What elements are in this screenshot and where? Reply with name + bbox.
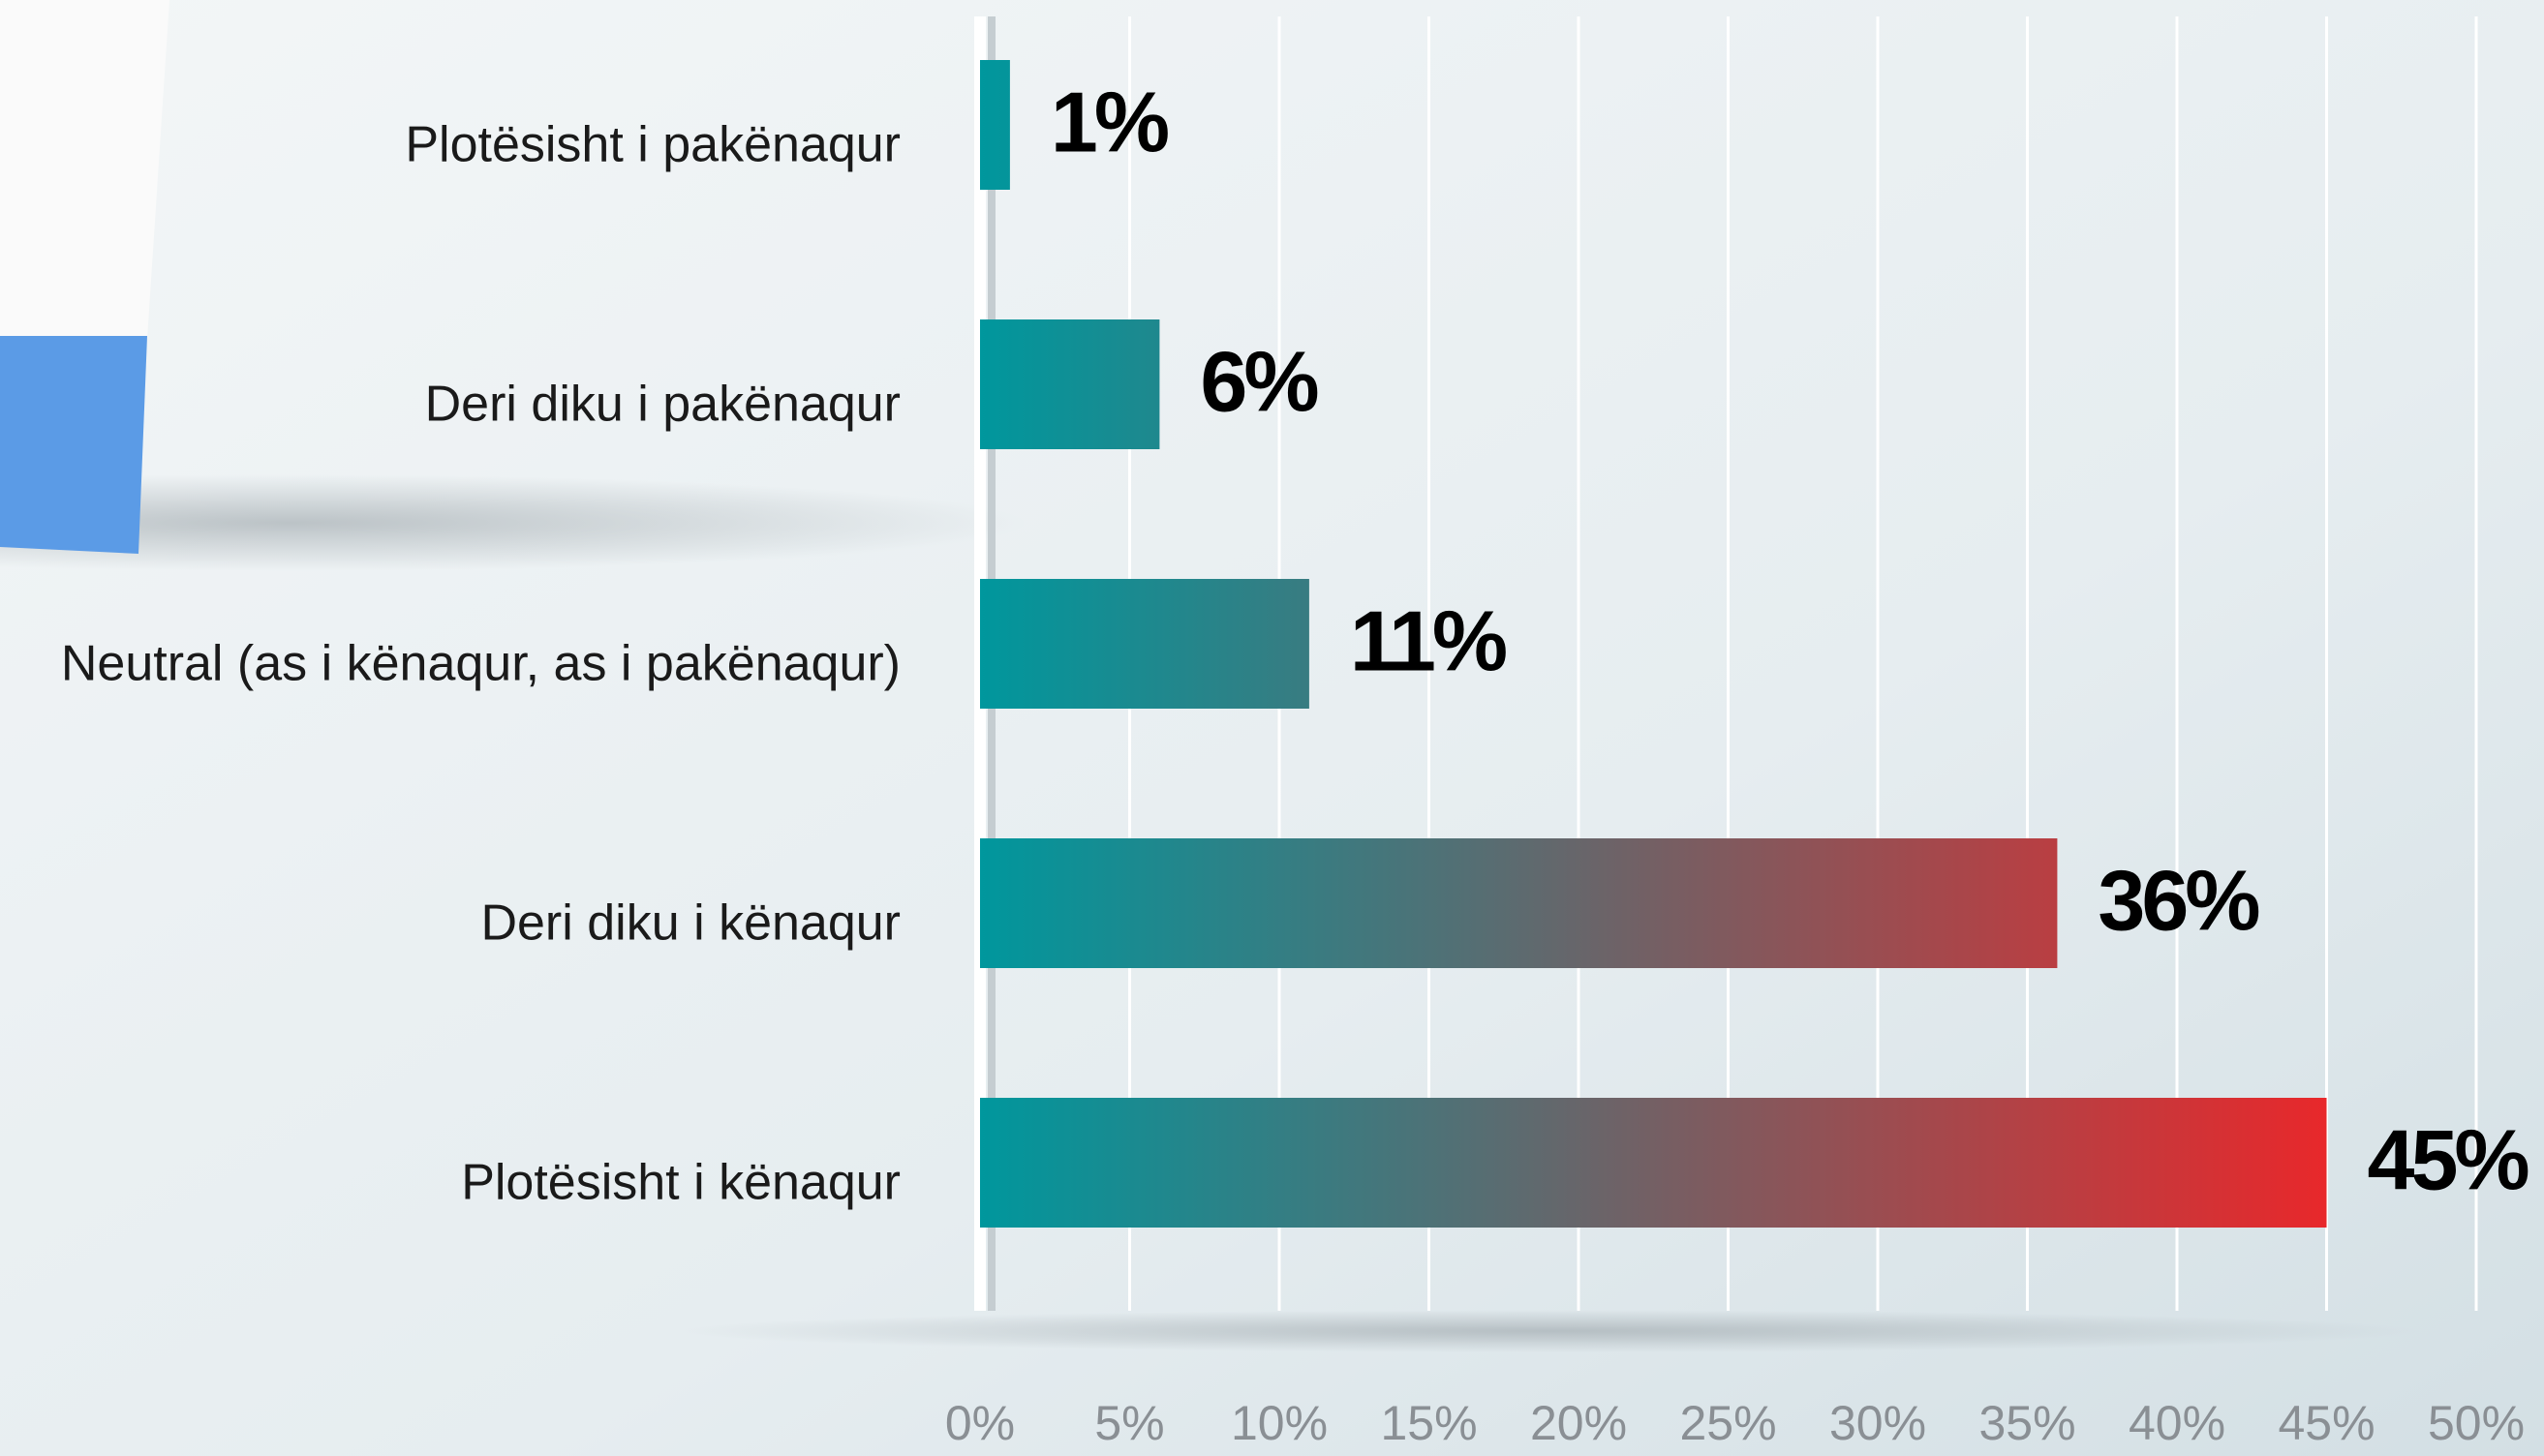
x-tick-label: 5% (1094, 1396, 1164, 1450)
plot: 0% 5% 10% 15% 20% 25% 30% 35% 40% 45% 50% Plotësish… (61, 16, 2531, 1450)
value-label: 11% (1350, 592, 1506, 688)
axis-shadow (678, 1310, 2421, 1352)
value-label: 45% (2368, 1111, 2529, 1207)
value-label: 36% (2098, 852, 2258, 948)
decor-shadow (0, 474, 1027, 571)
y-tick-label: Plotësisht i kënaqur (461, 1155, 901, 1211)
decor-paper (0, 0, 169, 339)
bar (980, 838, 2058, 968)
y-tick-label: Deri diku i kënaqur (480, 895, 901, 952)
decor-blue (0, 336, 147, 554)
x-tick-label: 40% (2129, 1396, 2225, 1450)
x-tick-label: 20% (1530, 1396, 1627, 1450)
x-tick-label: 15% (1380, 1396, 1477, 1450)
x-tick-label: 45% (2278, 1396, 2375, 1450)
bar (980, 1098, 2327, 1228)
x-tick-label: 0% (945, 1396, 1015, 1450)
value-label: 1% (1051, 74, 1168, 169)
bar (980, 579, 1309, 709)
y-tick-label: Plotësisht i pakënaqur (405, 117, 901, 173)
x-tick-label: 35% (1978, 1396, 2075, 1450)
bar (980, 60, 1010, 190)
y-tick-label: Deri diku i pakënaqur (425, 377, 901, 433)
x-tick-label: 25% (1679, 1396, 1776, 1450)
y-tick-label: Neutral (as i kënaqur, as i pakënaqur) (61, 636, 901, 692)
x-tick-label: 10% (1231, 1396, 1328, 1450)
bar (980, 319, 1160, 449)
value-label: 6% (1200, 333, 1317, 429)
x-tick-label: 30% (1829, 1396, 1926, 1450)
x-tick-label: 50% (2428, 1396, 2525, 1450)
